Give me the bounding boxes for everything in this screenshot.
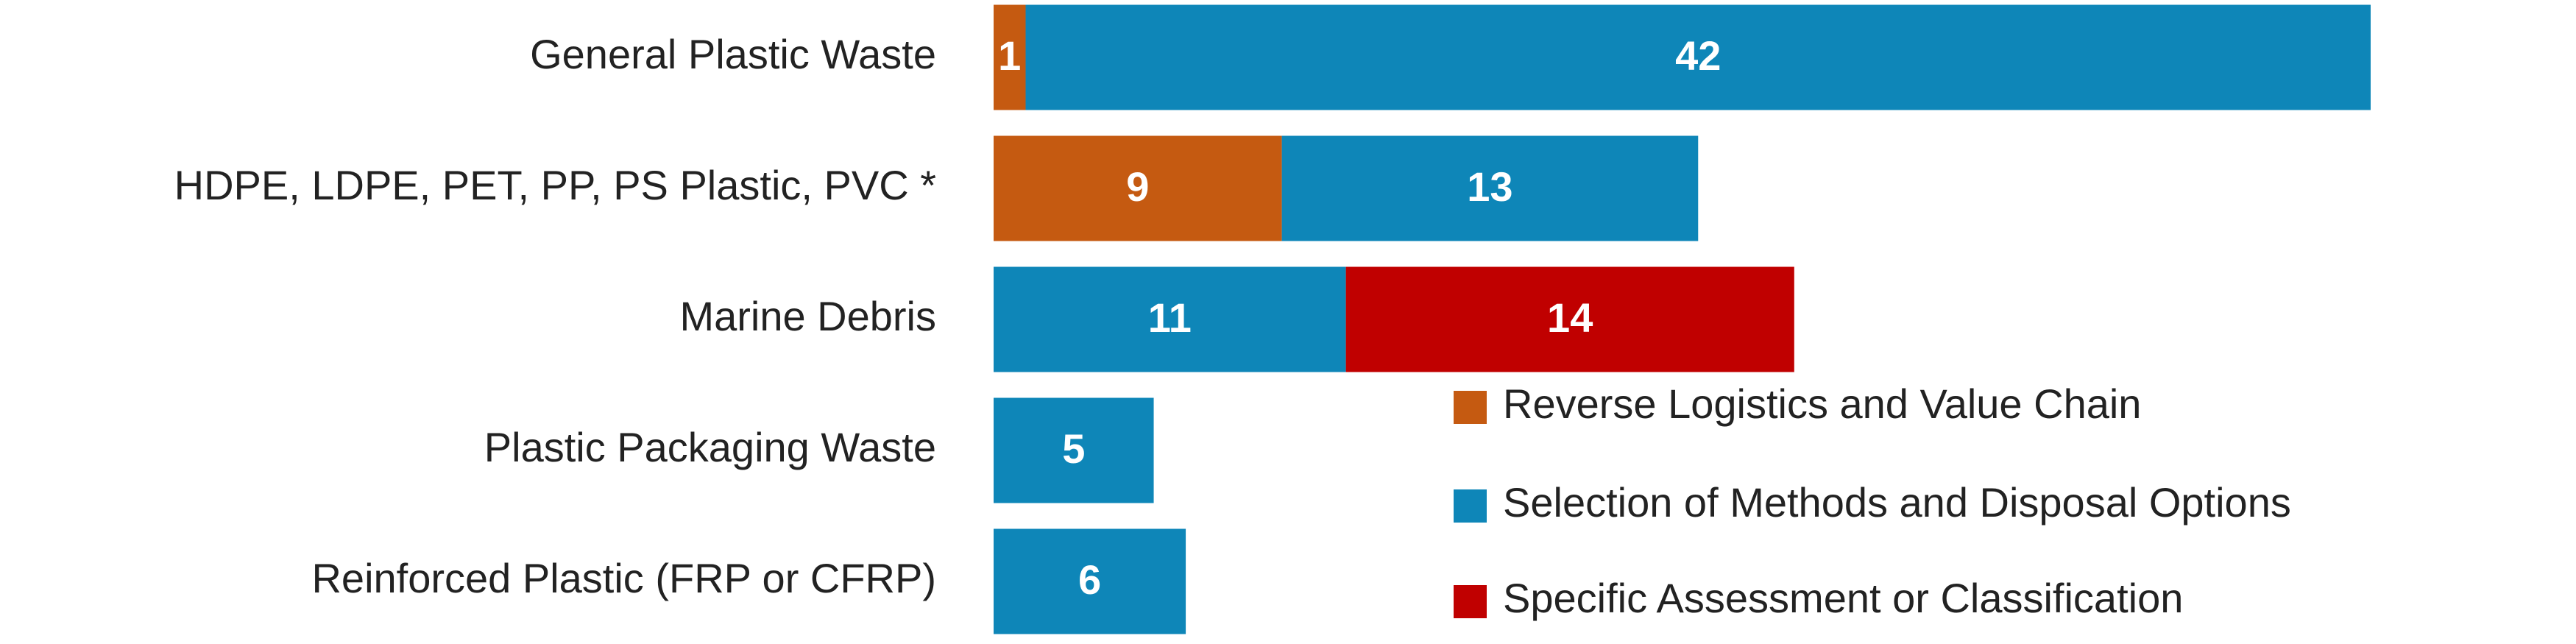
value-label: 1 [998,32,1021,79]
legend-swatch [1454,489,1487,523]
value-label: 11 [1148,294,1192,341]
bar-segment [1025,4,2371,110]
value-label: 13 [1467,163,1512,210]
value-label: 6 [1078,556,1101,603]
category-label: Plastic Packaging Waste [484,424,936,470]
bar-segment [1345,266,1794,372]
legend-swatch [1454,585,1487,618]
bar-segment [994,135,1282,241]
bar-segment [994,528,1186,634]
legend-label: Reverse Logistics and Value Chain [1503,381,2141,427]
legend-label: Specific Assessment or Classification [1503,575,2183,621]
bar-segment [994,266,1346,372]
value-label: 9 [1126,163,1149,210]
value-label: 5 [1062,425,1085,472]
value-label: 42 [1675,32,1721,79]
bar-segment [994,4,1026,110]
bar-segment [994,397,1154,503]
category-label: HDPE, LDPE, PET, PP, PS Plastic, PVC * [174,162,936,208]
category-label: Reinforced Plastic (FRP or CFRP) [311,555,936,601]
legend-label: Selection of Methods and Disposal Option… [1503,479,2291,526]
value-label: 14 [1547,294,1593,341]
bar-segment [1281,135,1699,241]
category-label: Marine Debris [679,293,936,339]
category-label: General Plastic Waste [530,31,936,77]
legend-swatch [1454,391,1487,424]
